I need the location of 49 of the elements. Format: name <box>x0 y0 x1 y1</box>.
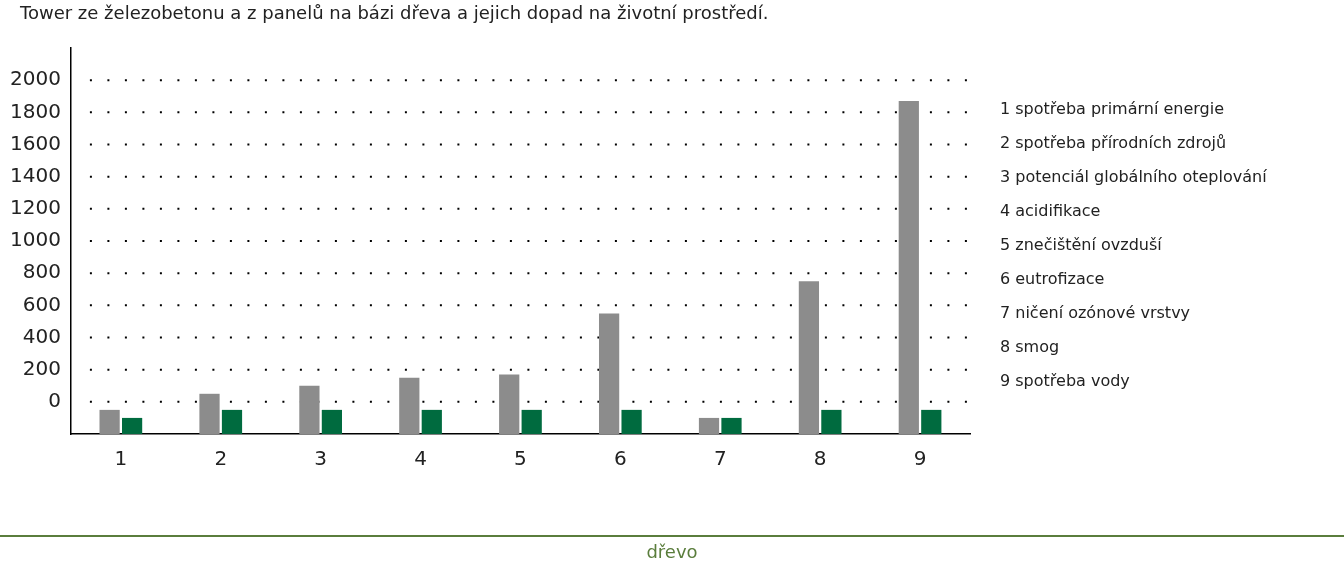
text: 2 spotřeba přírodních zdrojů <box>1000 132 1228 154</box>
text: 8 smog <box>1000 336 1061 358</box>
y-tick-label: 400 <box>22 323 61 348</box>
x-tick-label: 6 <box>613 446 627 471</box>
y-tick-label: 1600 <box>9 130 61 155</box>
bar <box>521 409 542 434</box>
bar <box>321 409 342 434</box>
bar <box>721 417 742 434</box>
x-tick-label: 2 <box>214 446 228 471</box>
x-tick-label: 5 <box>514 446 527 471</box>
text: 7 ničení ozónové vrstvy <box>1000 302 1192 324</box>
bar <box>698 417 720 434</box>
x-tick-label: 1 <box>114 446 128 471</box>
bar <box>599 313 620 434</box>
bar <box>121 417 143 434</box>
x-tick-label: 9 <box>913 446 927 471</box>
y-tick-label: 200 <box>22 355 61 380</box>
text: 5 znečištění ovzduší <box>1000 234 1163 256</box>
bar <box>221 409 243 434</box>
bar <box>921 409 942 434</box>
chart-title: Tower ze železobetonu a z panelů na bázi dřeva a jejich dopad na životní prostředí. <box>20 2 769 23</box>
x-tick-label: 7 <box>713 446 727 471</box>
bar <box>621 409 642 434</box>
bar <box>299 385 320 434</box>
bar <box>399 377 420 434</box>
y-tick-label: 1800 <box>9 98 61 123</box>
bar <box>499 374 520 434</box>
text: 6 eutrofizace <box>1000 268 1106 290</box>
text: 3 potenciál globálního oteplování <box>1000 166 1267 188</box>
bar <box>898 101 919 434</box>
y-tick-label: 1400 <box>9 162 61 187</box>
x-tick-label: 4 <box>414 446 427 471</box>
x-tick-label: 8 <box>813 446 827 471</box>
x-tick-label: 3 <box>314 446 328 471</box>
y-tick-label: 1200 <box>9 195 61 220</box>
bar <box>821 409 842 434</box>
bar <box>798 281 820 434</box>
text: 9 spotřeba vody <box>1000 370 1131 392</box>
bar <box>199 393 220 434</box>
y-tick-label: 0 <box>48 388 61 413</box>
text: 1 spotřeba primární energie <box>1000 98 1226 120</box>
y-tick-label: 1000 <box>9 227 61 252</box>
y-tick-label: 800 <box>22 259 61 284</box>
bar <box>421 409 442 434</box>
text: dřevo <box>645 541 699 562</box>
bar <box>99 409 120 434</box>
y-tick-label: 600 <box>22 291 61 316</box>
text: 4 acidifikace <box>1000 200 1102 222</box>
y-tick-label: 2000 <box>9 66 61 91</box>
